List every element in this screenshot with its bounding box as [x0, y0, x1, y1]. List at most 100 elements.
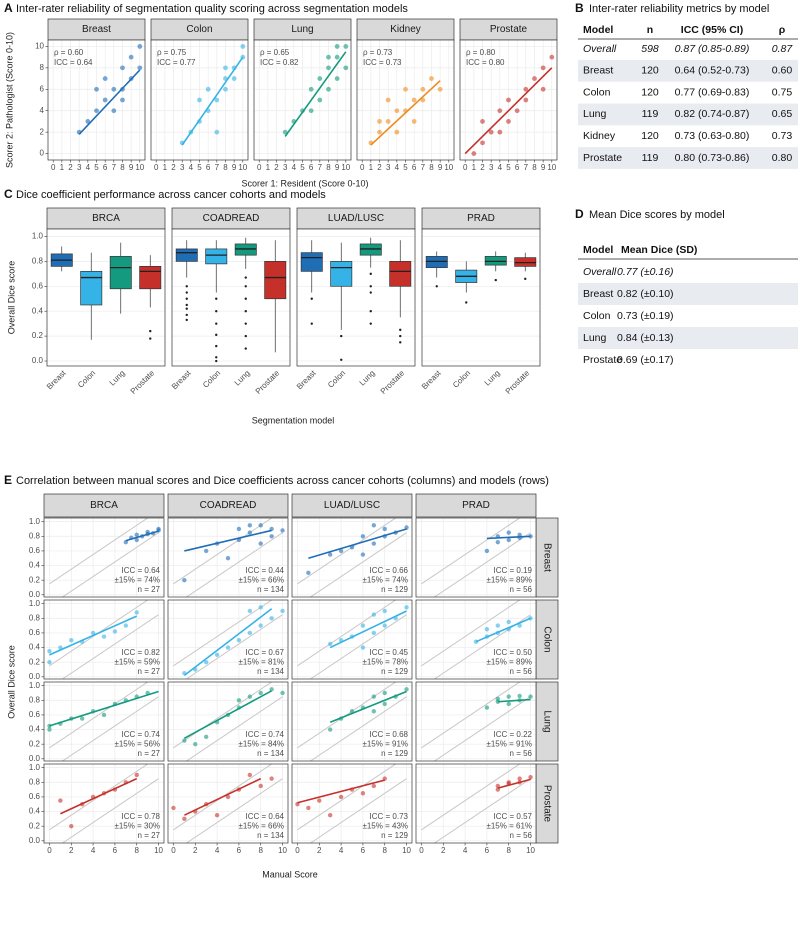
table-cell: Lung: [583, 108, 607, 120]
table-cell: 598: [641, 43, 659, 55]
point: [382, 608, 387, 614]
facet-label: PRAD: [467, 213, 495, 224]
point: [371, 783, 377, 789]
point: [517, 693, 522, 699]
annotation: ICC = 0.64: [54, 58, 93, 67]
reference-line: [309, 696, 407, 761]
panel-background: [44, 600, 164, 679]
x-tick-label: 2: [377, 163, 382, 172]
points: [76, 44, 143, 135]
point: [480, 140, 485, 146]
x-tick-label: 1: [369, 163, 374, 172]
panel-border: [167, 681, 289, 762]
row-shade: [578, 147, 798, 169]
point: [506, 537, 511, 543]
y-tick-label: 8: [40, 63, 45, 72]
reference-line: [433, 778, 531, 843]
annotation: ICC = 0.74: [246, 730, 285, 739]
point: [371, 541, 377, 546]
x-tick-label: 3: [77, 163, 82, 172]
table-cell: Breast: [583, 288, 613, 300]
annotation: ICC = 0.64: [246, 812, 285, 821]
point: [495, 623, 501, 628]
panel-label: E: [4, 473, 12, 487]
annotation: n = 56: [510, 667, 533, 676]
points: [484, 693, 533, 710]
point: [182, 816, 187, 822]
point: [371, 694, 377, 699]
outlier: [435, 285, 438, 288]
x-tick-label: 3: [386, 163, 391, 172]
facet-label: COADREAD: [200, 500, 257, 511]
panel-background: [44, 764, 164, 843]
facet-label: Lung: [291, 24, 313, 35]
annotation: ICC = 0.64: [122, 566, 161, 575]
y-tick-label: 0.4: [29, 561, 41, 570]
point: [382, 690, 387, 696]
reference-line: [185, 778, 283, 843]
x-tick-label: 5: [94, 163, 99, 172]
x-axis-label: Segmentation model: [252, 415, 335, 425]
panel-background: [292, 764, 412, 843]
x-tick-label: 2: [317, 846, 322, 855]
box: [80, 270, 103, 306]
point: [223, 65, 228, 71]
point: [317, 798, 322, 803]
point: [394, 129, 400, 135]
table-header: ρ: [779, 24, 786, 36]
table-header: Mean Dice (SD): [621, 244, 697, 256]
panel-background: [416, 682, 536, 761]
facet-label: COADREAD: [203, 213, 260, 224]
point: [488, 129, 494, 135]
point: [317, 97, 323, 103]
point: [540, 86, 546, 92]
point: [495, 696, 501, 702]
annotation: n = 56: [510, 585, 533, 594]
table-cell: 0.82 (±0.10): [617, 288, 674, 300]
point: [269, 687, 274, 692]
table-cell: Overall: [583, 266, 617, 278]
points: [47, 690, 159, 732]
x-tick-label: Prostate: [379, 368, 407, 396]
point: [85, 119, 91, 124]
table-cell: 0.82 (0.74-0.87): [675, 108, 750, 120]
reference-line: [309, 532, 407, 597]
panel-border: [167, 763, 289, 844]
point: [506, 530, 511, 535]
outlier: [369, 285, 372, 288]
point: [231, 76, 237, 81]
y-tick-label: 6: [40, 84, 45, 93]
y-tick-label: 0.6: [32, 281, 44, 290]
points: [179, 44, 246, 146]
annotation: n = 134: [257, 749, 284, 758]
x-tick-label: Breast: [420, 368, 443, 391]
point: [47, 649, 52, 654]
point: [343, 65, 349, 71]
table-cell: Colon: [583, 86, 611, 98]
fit-line: [181, 56, 244, 146]
reference-line: [421, 600, 521, 667]
y-tick-label: 0.4: [32, 306, 44, 315]
point: [94, 86, 99, 92]
x-tick-label: Colon: [201, 369, 222, 390]
points: [123, 526, 161, 545]
reference-lines: [49, 600, 159, 679]
x-tick-label: 4: [189, 163, 194, 172]
facet-label: Prostate: [541, 785, 552, 823]
point: [203, 548, 209, 554]
fit-line: [49, 615, 138, 656]
point: [258, 541, 263, 546]
facet-label: Breast: [541, 543, 552, 572]
reference-lines: [173, 682, 283, 761]
x-tick-label: 9: [232, 163, 237, 172]
x-tick-label: 8: [326, 163, 331, 172]
x-tick-label: Lung: [233, 369, 252, 388]
y-tick-label: 0.0: [29, 754, 41, 763]
annotation: ICC = 0.77: [157, 58, 196, 67]
annotation: ICC = 0.68: [370, 730, 409, 739]
panel-border: [415, 599, 537, 680]
point: [236, 526, 242, 532]
point: [182, 577, 187, 583]
point: [394, 108, 400, 114]
table-cell: Overall: [583, 43, 617, 55]
